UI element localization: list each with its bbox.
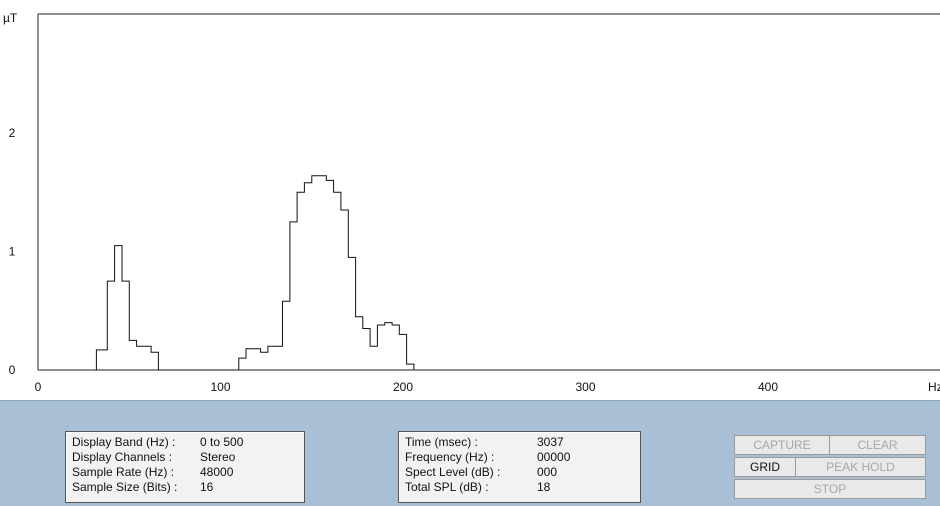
info-value: 18 [537, 480, 551, 494]
info-value: 16 [200, 480, 214, 494]
display-settings-box: Display Band (Hz) : 0 to 500 Display Cha… [65, 431, 305, 503]
info-label: Spect Level (dB) : [405, 465, 501, 479]
info-label: Sample Size (Bits) : [72, 480, 178, 494]
x-tick-label: 200 [393, 380, 413, 394]
grid-button[interactable]: GRID [734, 457, 796, 477]
x-tick-label: 100 [210, 380, 230, 394]
status-panel: Display Band (Hz) : 0 to 500 Display Cha… [0, 400, 940, 506]
spectrum-plot: 0 1 2 µT 0 100 200 300 400 Hz [3, 11, 940, 394]
info-label: Total SPL (dB) : [405, 480, 489, 494]
info-label: Time (msec) : [405, 435, 478, 449]
y-tick-label: 0 [9, 363, 16, 377]
y-axis-unit-label: µT [3, 11, 18, 25]
x-tick-label: 0 [35, 380, 42, 394]
spectrum-chart: 0 1 2 µT 0 100 200 300 400 Hz [3, 11, 940, 394]
stop-button[interactable]: STOP [734, 479, 926, 499]
x-axis-unit-label: Hz [928, 380, 940, 394]
x-tick-label: 300 [575, 380, 595, 394]
peak-hold-button[interactable]: PEAK HOLD [795, 457, 926, 477]
info-value: 48000 [200, 465, 234, 479]
info-value: 000 [537, 465, 558, 479]
info-label: Display Channels : [72, 450, 173, 464]
measurement-box: Time (msec) : 3037 Frequency (Hz) : 0000… [398, 431, 641, 503]
info-value: 00000 [537, 450, 571, 464]
info-label: Sample Rate (Hz) : [72, 465, 175, 479]
x-tick-label: 400 [758, 380, 778, 394]
capture-button[interactable]: CAPTURE [734, 435, 830, 455]
info-value: Stereo [200, 450, 236, 464]
info-label: Display Band (Hz) : [72, 435, 176, 449]
info-value: 0 to 500 [200, 435, 244, 449]
y-tick-label: 2 [9, 126, 16, 140]
info-value: 3037 [537, 435, 564, 449]
clear-button[interactable]: CLEAR [829, 435, 926, 455]
spectrum-trace [92, 175, 415, 371]
info-label: Frequency (Hz) : [405, 450, 495, 464]
y-tick-label: 1 [9, 245, 16, 259]
